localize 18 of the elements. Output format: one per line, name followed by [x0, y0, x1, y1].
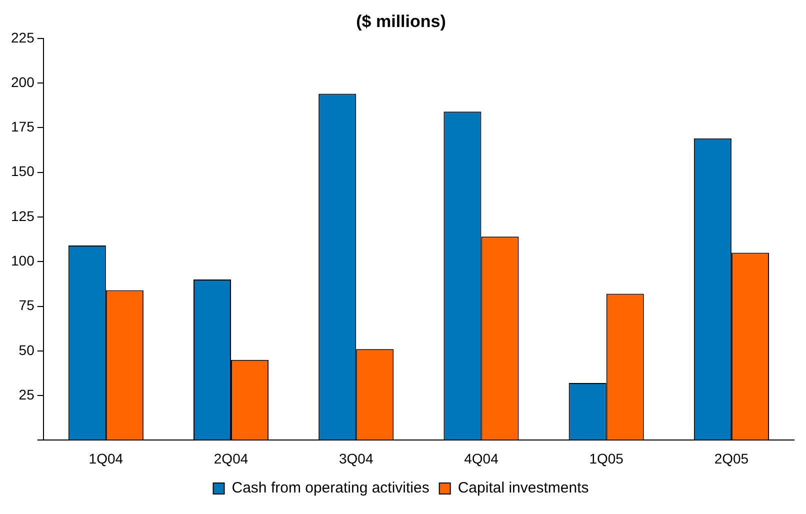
- chart-title: ($ millions): [356, 12, 446, 31]
- y-tick-label: 200: [11, 74, 35, 90]
- y-tick-label: 150: [11, 163, 35, 180]
- y-tick-label: 100: [11, 252, 35, 268]
- y-tick-label: 75: [18, 297, 35, 314]
- y-tick-label: 50: [18, 342, 35, 358]
- y-tick-label: 225: [11, 29, 35, 46]
- x-tick-label: 3Q04: [339, 450, 374, 466]
- x-tick-label: 2Q04: [214, 450, 248, 466]
- x-tick-label: 1Q04: [88, 450, 124, 466]
- y-tick-label: 175: [11, 118, 35, 135]
- y-tick-label: 25: [18, 386, 35, 402]
- x-tick-label: 4Q04: [464, 450, 499, 466]
- y-tick-label: 125: [11, 208, 35, 224]
- x-tick-label: 2Q05: [714, 450, 749, 466]
- legend-label: Capital investments: [458, 480, 589, 497]
- x-tick-label: 1Q05: [589, 450, 624, 466]
- legend-label: Cash from operating activities: [232, 480, 430, 497]
